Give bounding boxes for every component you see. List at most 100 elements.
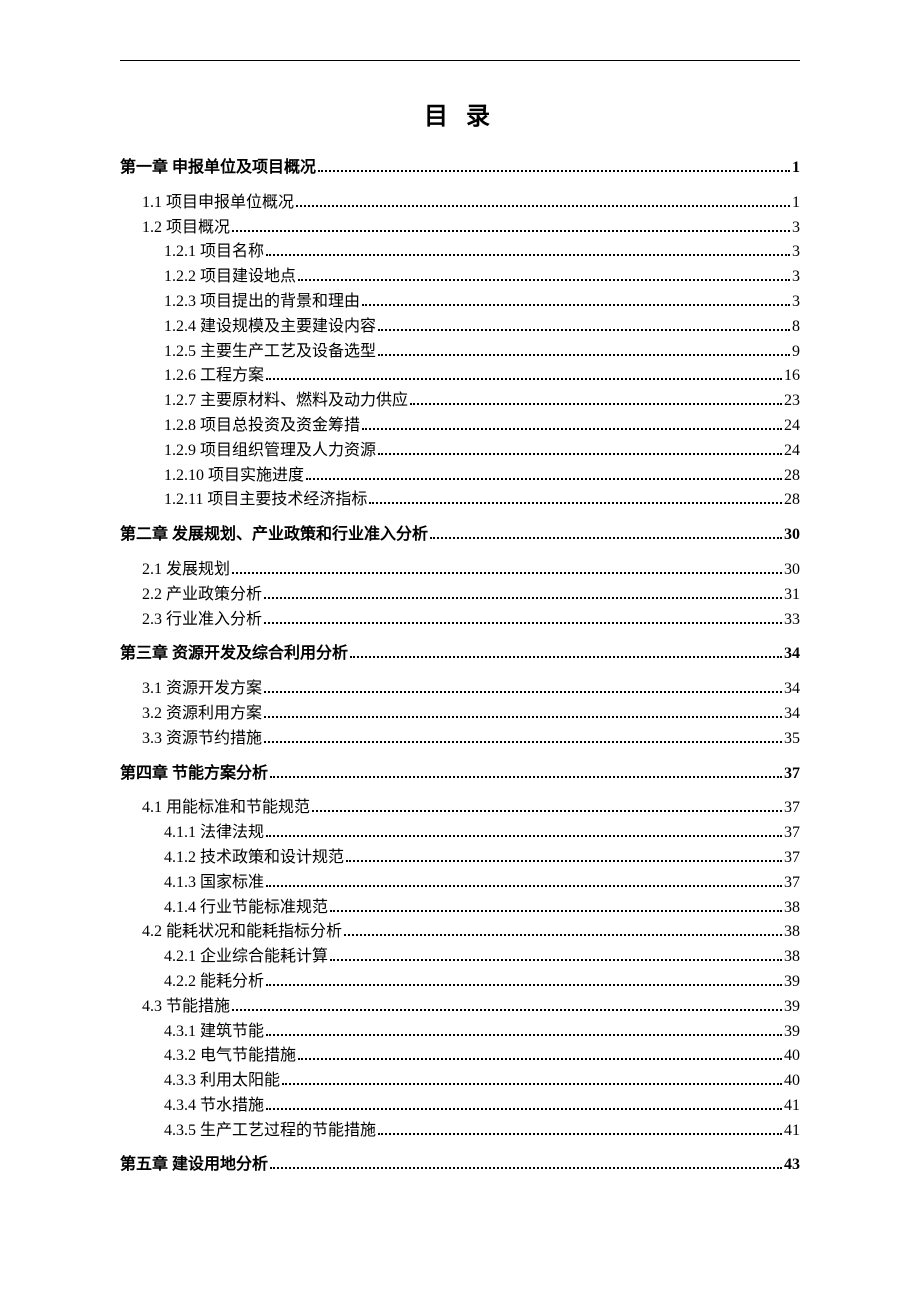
toc-entry-label: 4.1.2 技术政策和设计规范 (164, 846, 344, 871)
toc-entry-label: 1.1 项目申报单位概况 (142, 191, 294, 216)
toc-leader-dots (330, 959, 782, 961)
toc-entry-page: 1 (792, 191, 800, 216)
toc-entry-page: 39 (784, 970, 800, 995)
table-of-contents: 第一章 申报单位及项目概况11.1 项目申报单位概况11.2 项目概况31.2.… (120, 156, 800, 1178)
toc-entry-page: 33 (784, 608, 800, 633)
toc-entry: 1.2.2 项目建设地点 3 (120, 265, 800, 290)
toc-entry-label: 1.2.8 项目总投资及资金筹措 (164, 414, 360, 439)
toc-entry-page: 41 (784, 1094, 800, 1119)
toc-entry: 1.2.7 主要原材料、燃料及动力供应 23 (120, 389, 800, 414)
toc-entry-label: 1.2.7 主要原材料、燃料及动力供应 (164, 389, 408, 414)
toc-chapter-group: 2.1 发展规划302.2 产业政策分析312.3 行业准入分析33 (120, 558, 800, 632)
toc-entry-label: 3.1 资源开发方案 (142, 677, 262, 702)
toc-title: 目 录 (120, 96, 800, 131)
toc-entry-page: 31 (784, 583, 800, 608)
toc-entry: 4.3 节能措施 39 (120, 995, 800, 1020)
toc-entry: 1.2.11 项目主要技术经济指标28 (120, 488, 800, 513)
toc-entry: 4.3.4 节水措施 41 (120, 1094, 800, 1119)
toc-entry-label: 4.2 能耗状况和能耗指标分析 (142, 920, 342, 945)
toc-leader-dots (264, 741, 782, 743)
toc-entry-page: 40 (784, 1069, 800, 1094)
toc-entry-page: 35 (784, 727, 800, 752)
toc-entry-page: 37 (784, 796, 800, 821)
toc-chapter-group: 1.1 项目申报单位概况11.2 项目概况31.2.1 项目名称31.2.2 项… (120, 191, 800, 513)
toc-entry-label: 2.2 产业政策分析 (142, 583, 262, 608)
toc-entry-page: 37 (784, 871, 800, 896)
toc-chapter-group: 3.1 资源开发方案343.2 资源利用方案343.3 资源节约措施35 (120, 677, 800, 751)
toc-entry: 1.2 项目概况 3 (120, 216, 800, 241)
toc-entry: 1.2.6 工程方案 16 (120, 364, 800, 389)
toc-entry-page: 37 (784, 762, 800, 787)
toc-leader-dots (266, 378, 782, 380)
toc-entry: 3.1 资源开发方案34 (120, 677, 800, 702)
toc-entry-page: 40 (784, 1044, 800, 1069)
toc-entry-page: 38 (784, 896, 800, 921)
toc-entry: 4.3.2 电气节能措施40 (120, 1044, 800, 1069)
toc-entry-label: 4.3.1 建筑节能 (164, 1020, 264, 1045)
toc-entry-label: 1.2.6 工程方案 (164, 364, 264, 389)
toc-entry: 3.3 资源节约措施35 (120, 727, 800, 752)
toc-entry: 3.2 资源利用方案34 (120, 702, 800, 727)
toc-entry-page: 43 (784, 1153, 800, 1178)
toc-entry-label: 1.2 项目概况 (142, 216, 230, 241)
toc-leader-dots (312, 810, 782, 812)
toc-entry-label: 1.2.9 项目组织管理及人力资源 (164, 439, 376, 464)
toc-entry-label: 4.1.4 行业节能标准规范 (164, 896, 328, 921)
toc-entry: 4.2.1 企业综合能耗计算38 (120, 945, 800, 970)
toc-entry-page: 41 (784, 1119, 800, 1144)
toc-entry: 第四章 节能方案分析37 (120, 762, 800, 787)
toc-entry-page: 39 (784, 1020, 800, 1045)
toc-leader-dots (264, 622, 782, 624)
toc-entry-label: 4.3 节能措施 (142, 995, 230, 1020)
toc-entry-label: 1.2.1 项目名称 (164, 240, 264, 265)
toc-entry-page: 28 (784, 464, 800, 489)
toc-entry-label: 1.2.4 建设规模及主要建设内容 (164, 315, 376, 340)
toc-leader-dots (264, 597, 782, 599)
toc-entry-label: 1.2.10 项目实施进度 (164, 464, 304, 489)
toc-entry-label: 1.2.3 项目提出的背景和理由 (164, 290, 360, 315)
toc-entry: 1.1 项目申报单位概况 1 (120, 191, 800, 216)
toc-entry: 4.1.1 法律法规 37 (120, 821, 800, 846)
toc-leader-dots (298, 1058, 782, 1060)
toc-leader-dots (266, 984, 782, 986)
toc-leader-dots (270, 1167, 782, 1169)
toc-entry: 第二章 发展规划、产业政策和行业准入分析30 (120, 523, 800, 548)
toc-entry-label: 第一章 申报单位及项目概况 (120, 156, 316, 181)
toc-entry: 2.2 产业政策分析 31 (120, 583, 800, 608)
toc-entry-page: 16 (784, 364, 800, 389)
top-rule (120, 60, 800, 61)
toc-entry: 4.3.5 生产工艺过程的节能措施41 (120, 1119, 800, 1144)
toc-entry-page: 34 (784, 702, 800, 727)
toc-entry-page: 39 (784, 995, 800, 1020)
toc-entry-label: 4.3.4 节水措施 (164, 1094, 264, 1119)
toc-leader-dots (266, 254, 790, 256)
toc-entry-page: 37 (784, 821, 800, 846)
toc-entry: 4.1 用能标准和节能规范37 (120, 796, 800, 821)
toc-leader-dots (266, 1108, 782, 1110)
toc-leader-dots (266, 885, 782, 887)
toc-entry: 2.1 发展规划30 (120, 558, 800, 583)
toc-leader-dots (378, 453, 782, 455)
toc-entry-label: 4.3.3 利用太阳能 (164, 1069, 280, 1094)
toc-leader-dots (232, 230, 790, 232)
toc-entry-page: 3 (792, 290, 800, 315)
toc-entry: 4.3.1 建筑节能 39 (120, 1020, 800, 1045)
toc-entry-page: 38 (784, 945, 800, 970)
toc-entry-label: 1.2.5 主要生产工艺及设备选型 (164, 340, 376, 365)
toc-entry-label: 4.1.1 法律法规 (164, 821, 264, 846)
toc-entry: 第一章 申报单位及项目概况 1 (120, 156, 800, 181)
toc-entry-page: 38 (784, 920, 800, 945)
toc-entry: 1.2.10 项目实施进度 28 (120, 464, 800, 489)
toc-entry-page: 3 (792, 216, 800, 241)
toc-leader-dots (378, 354, 790, 356)
toc-entry-label: 1.2.2 项目建设地点 (164, 265, 296, 290)
toc-entry-label: 4.2.2 能耗分析 (164, 970, 264, 995)
toc-entry-page: 23 (784, 389, 800, 414)
toc-entry: 1.2.1 项目名称3 (120, 240, 800, 265)
toc-leader-dots (266, 835, 782, 837)
toc-entry-page: 3 (792, 265, 800, 290)
toc-leader-dots (344, 934, 782, 936)
toc-leader-dots (266, 1034, 782, 1036)
toc-entry-page: 1 (792, 156, 800, 181)
toc-entry-page: 34 (784, 642, 800, 667)
